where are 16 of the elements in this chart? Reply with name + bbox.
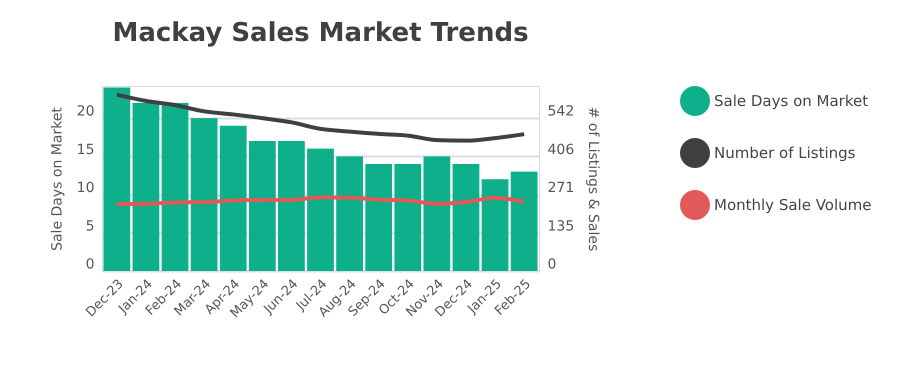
legend-label: Monthly Sale Volume (714, 196, 872, 214)
y2-tick-label: 0 (548, 256, 556, 272)
legend-label: Sale Days on Market (714, 92, 868, 110)
y-tick-label: 0 (86, 256, 94, 272)
y-tick-label: 20 (76, 104, 94, 120)
y2-tick-label: 135 (548, 218, 574, 234)
y-tick-label: 5 (86, 218, 94, 234)
y-axis-title: Sale Days on Market (50, 106, 66, 251)
y2-axis-title: # of Listings & Sales (585, 106, 602, 252)
legend-label: Number of Listings (714, 144, 856, 162)
y-tick-label: 15 (76, 142, 94, 158)
chart-title: Mackay Sales Market Trends (112, 18, 529, 48)
y-tick-label: 10 (76, 180, 94, 196)
y2-tick-label: 271 (548, 180, 574, 196)
y2-tick-label: 542 (548, 104, 574, 120)
y2-tick-label: 406 (548, 142, 574, 158)
